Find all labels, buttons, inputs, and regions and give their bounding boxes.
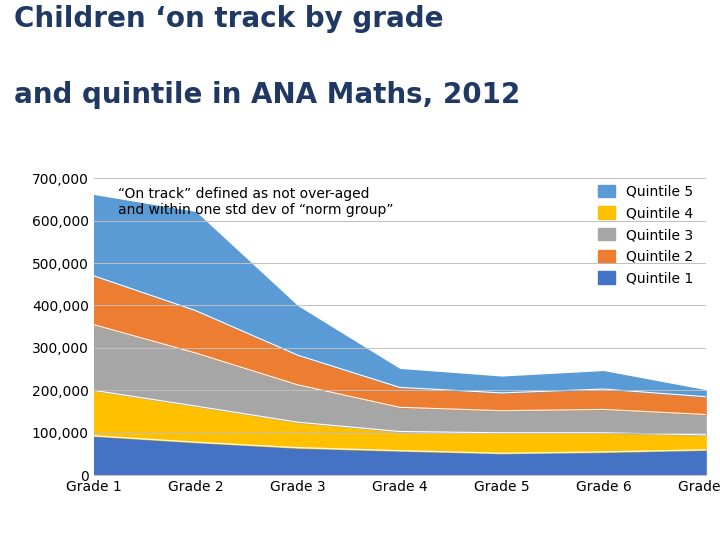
Text: and quintile in ANA Maths, 2012: and quintile in ANA Maths, 2012	[14, 81, 521, 109]
Text: Children ‘on track by grade: Children ‘on track by grade	[14, 5, 444, 33]
Text: “On track” defined as not over-aged
and within one std dev of “norm group”: “On track” defined as not over-aged and …	[118, 187, 394, 217]
Legend: Quintile 5, Quintile 4, Quintile 3, Quintile 2, Quintile 1: Quintile 5, Quintile 4, Quintile 3, Quin…	[593, 179, 698, 291]
